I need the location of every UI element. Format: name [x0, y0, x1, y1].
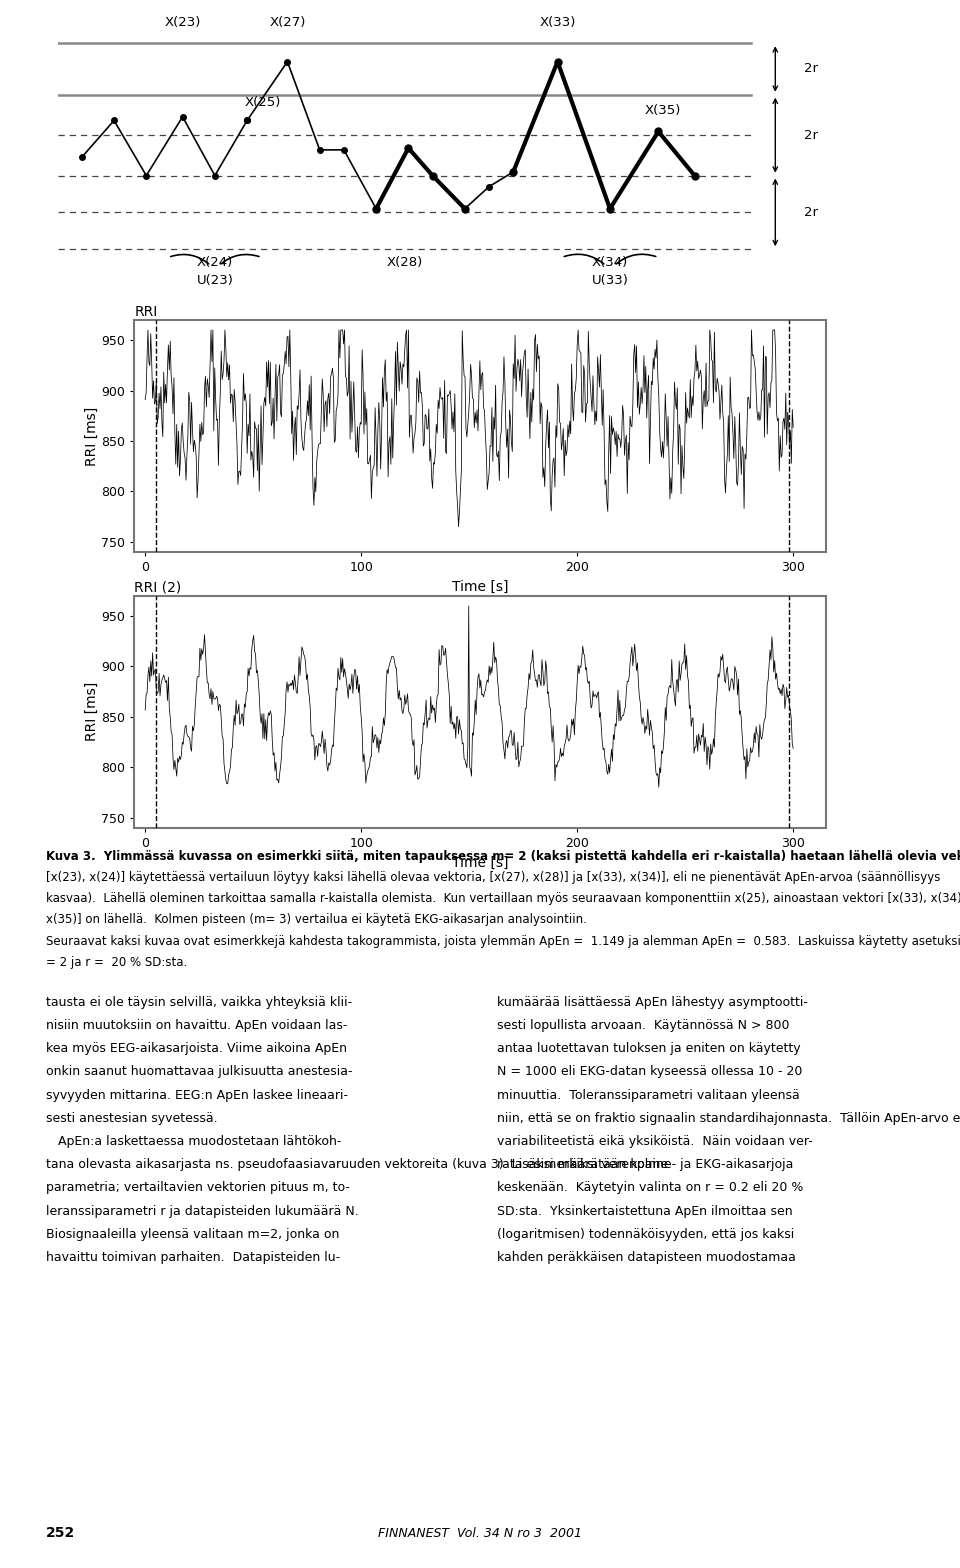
Text: keskenään.  Käytetyin valinta on r = 0.2 eli 20 %: keskenään. Käytetyin valinta on r = 0.2 …: [497, 1181, 804, 1195]
Text: leranssiparametri r ja datapisteiden lukumäärä N.: leranssiparametri r ja datapisteiden luk…: [46, 1204, 359, 1217]
Text: FINNANEST  Vol. 34 N ro 3  2001: FINNANEST Vol. 34 N ro 3 2001: [378, 1527, 582, 1540]
Text: X(34): X(34): [592, 256, 628, 268]
Text: tausta ei ole täysin selvillä, vaikka yhteyksiä klii-: tausta ei ole täysin selvillä, vaikka yh…: [46, 996, 352, 1008]
Text: N = 1000 eli EKG-datan kyseessä ollessa 10 - 20: N = 1000 eli EKG-datan kyseessä ollessa …: [497, 1065, 803, 1079]
Text: SD:sta.  Yksinkertaistettuna ApEn ilmoittaa sen: SD:sta. Yksinkertaistettuna ApEn ilmoitt…: [497, 1204, 793, 1217]
X-axis label: Time [s]: Time [s]: [452, 856, 508, 870]
X-axis label: Time [s]: Time [s]: [452, 580, 508, 594]
Text: nisiin muutoksiin on havaittu. ApEn voidaan las-: nisiin muutoksiin on havaittu. ApEn void…: [46, 1019, 348, 1032]
Text: syvyyden mittarina. EEG:n ApEn laskee lineaari-: syvyyden mittarina. EEG:n ApEn laskee li…: [46, 1088, 348, 1101]
Text: variabiliteetistä eikä yksiköistä.  Näin voidaan ver-: variabiliteetistä eikä yksiköistä. Näin …: [497, 1135, 813, 1148]
Y-axis label: RRI [ms]: RRI [ms]: [84, 406, 99, 466]
Text: sesti lopullista arvoaan.  Käytännössä N > 800: sesti lopullista arvoaan. Käytännössä N …: [497, 1019, 790, 1032]
Text: Biosignaaleilla yleensä valitaan m=2, jonka on: Biosignaaleilla yleensä valitaan m=2, jo…: [46, 1228, 340, 1240]
Text: antaa luotettavan tuloksen ja eniten on käytetty: antaa luotettavan tuloksen ja eniten on …: [497, 1043, 801, 1055]
Text: X(24): X(24): [197, 256, 233, 268]
Text: Kuva 3.  Ylimmässä kuvassa on esimerkki siitä, miten tapauksessa m= 2 (kaksi pis: Kuva 3. Ylimmässä kuvassa on esimerkki s…: [46, 850, 960, 862]
Text: kahden peräkkäisen datapisteen muodostamaa: kahden peräkkäisen datapisteen muodostam…: [497, 1251, 796, 1264]
Text: rata esimerkiksi verenpaine- ja EKG-aikasarjoja: rata esimerkiksi verenpaine- ja EKG-aika…: [497, 1159, 794, 1171]
Text: U(33): U(33): [591, 274, 629, 287]
Text: U(23): U(23): [197, 274, 233, 287]
Text: X(25): X(25): [245, 97, 281, 110]
Text: kumäärää lisättäessä ApEn lähestyy asymptootti-: kumäärää lisättäessä ApEn lähestyy asymp…: [497, 996, 808, 1008]
Text: kasvaa).  Lähellä oleminen tarkoittaa samalla r-kaistalla olemista.  Kun vertail: kasvaa). Lähellä oleminen tarkoittaa sam…: [46, 892, 960, 905]
Text: X(27): X(27): [269, 16, 305, 28]
Text: havaittu toimivan parhaiten.  Datapisteiden lu-: havaittu toimivan parhaiten. Datapisteid…: [46, 1251, 340, 1264]
Text: [x(23), x(24)] käytettäessä vertailuun löytyy kaksi lähellä olevaa vektoria, [x(: [x(23), x(24)] käytettäessä vertailuun l…: [46, 872, 941, 884]
Text: onkin saanut huomattavaa julkisuutta anestesia-: onkin saanut huomattavaa julkisuutta ane…: [46, 1065, 352, 1079]
Text: X(28): X(28): [386, 256, 422, 268]
Text: Seuraavat kaksi kuvaa ovat esimerkkejä kahdesta takogrammista, joista ylemmän Ap: Seuraavat kaksi kuvaa ovat esimerkkejä k…: [46, 935, 960, 947]
Y-axis label: RRI [ms]: RRI [ms]: [84, 682, 99, 742]
Text: 2r: 2r: [804, 205, 818, 220]
Text: sesti anestesian syvetessä.: sesti anestesian syvetessä.: [46, 1112, 218, 1124]
Text: 2r: 2r: [804, 63, 818, 75]
Text: kea myös EEG-aikasarjoista. Viime aikoina ApEn: kea myös EEG-aikasarjoista. Viime aikoin…: [46, 1043, 348, 1055]
Text: tana olevasta aikasarjasta ns. pseudofaasiavaruuden vektoreita (kuva 3). Lisäksi: tana olevasta aikasarjasta ns. pseudofaa…: [46, 1159, 668, 1171]
Text: X(35): X(35): [644, 103, 681, 116]
Text: X(33): X(33): [540, 16, 576, 28]
Text: X(23): X(23): [164, 16, 201, 28]
Text: ApEn:a laskettaessa muodostetaan lähtökoh-: ApEn:a laskettaessa muodostetaan lähtöko…: [46, 1135, 342, 1148]
Text: niin, että se on fraktio signaalin standardihajonnasta.  Tällöin ApEn-arvo ei ri: niin, että se on fraktio signaalin stand…: [497, 1112, 960, 1124]
Text: 2r: 2r: [804, 129, 818, 141]
Text: parametria; vertailtavien vektorien pituus m, to-: parametria; vertailtavien vektorien pitu…: [46, 1181, 350, 1195]
Text: minuuttia.  Toleranssiparametri valitaan yleensä: minuuttia. Toleranssiparametri valitaan …: [497, 1088, 800, 1101]
Text: RRI (2): RRI (2): [134, 580, 181, 594]
Text: 252: 252: [46, 1526, 75, 1540]
Text: x(35)] on lähellä.  Kolmen pisteen (m= 3) vertailua ei käytetä EKG-aikasarjan an: x(35)] on lähellä. Kolmen pisteen (m= 3)…: [46, 913, 587, 927]
Text: (logaritmisen) todennäköisyyden, että jos kaksi: (logaritmisen) todennäköisyyden, että jo…: [497, 1228, 795, 1240]
Text: = 2 ja r =  20 % SD:sta.: = 2 ja r = 20 % SD:sta.: [46, 956, 187, 969]
Text: RRI: RRI: [134, 304, 157, 318]
